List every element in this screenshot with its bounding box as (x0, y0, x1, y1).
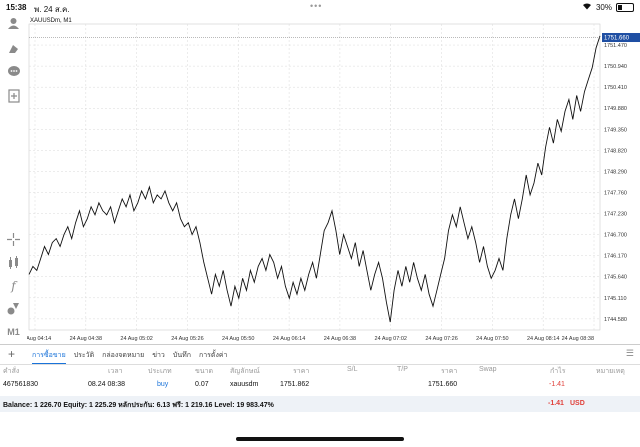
total-profit: -1.41 (548, 400, 564, 407)
battery-percent: 30% (595, 2, 612, 12)
col-current-price: ราคา (441, 368, 458, 375)
multitask-dots-icon[interactable]: ••• (310, 1, 323, 11)
add-icon[interactable]: + (8, 347, 16, 361)
x-tick-label: 24 Aug 04:38 (70, 336, 102, 342)
y-tick-label: 1750.940 (604, 64, 627, 70)
x-tick-label: 24 Aug 04:14 (27, 336, 51, 342)
order-id: 467561830 (3, 381, 39, 388)
y-tick-label: 1746.170 (604, 254, 627, 260)
x-tick-label: 24 Aug 05:26 (171, 336, 203, 342)
col-profit: กำไร (550, 368, 566, 375)
col-swap: Swap (479, 366, 497, 373)
y-tick-label: 1744.580 (604, 317, 627, 323)
order-profit: -1.41 (549, 381, 565, 388)
order-open-price: 1751.862 (280, 381, 310, 388)
col-size: ขนาด (195, 368, 214, 375)
order-time: 08.24 08:38 (88, 381, 125, 388)
y-tick-label: 1745.640 (604, 275, 627, 281)
x-tick-label: 24 Aug 07:50 (476, 336, 508, 342)
y-tick-label: 1750.410 (604, 85, 627, 91)
shape-icon[interactable] (6, 41, 21, 56)
x-tick-label: 24 Aug 08:38 (562, 336, 594, 342)
y-tick-label: 1749.350 (604, 127, 627, 133)
y-tick-label: 1749.880 (604, 106, 627, 112)
order-current-price: 1751.660 (428, 381, 458, 388)
x-tick-label: 24 Aug 05:02 (120, 336, 152, 342)
col-order: คำสั่ง (3, 368, 20, 375)
price-chart[interactable]: 1751.470 1750.940 1750.410 1749.880 1749.350… (19, 14, 640, 344)
status-date: พ. 24 ส.ค. (34, 5, 70, 14)
balance-text: Balance: 1 226.70 Equity: 1 225.29 หลักป… (3, 402, 274, 409)
panel-menu-icon[interactable]: ☰ (625, 348, 634, 358)
function-icon[interactable]: f (11, 278, 16, 293)
col-tp: T/P (397, 366, 408, 373)
trade-table-header: คำสั่ง เวลา ประเภท ขนาด สัญลักษณ์ ราคา S… (0, 366, 640, 378)
symbol-label: XAUUSDm, M1 (30, 18, 72, 24)
y-tick-label: 1748.820 (604, 148, 627, 154)
status-time: 15:38 (6, 3, 27, 12)
y-tick-label: 1751.470 (604, 43, 627, 49)
wifi-icon (582, 2, 592, 12)
account-summary: Balance: 1 226.70 Equity: 1 225.29 หลักป… (0, 396, 640, 412)
chart-toolbar: f M1 (0, 14, 27, 344)
order-type: buy (157, 381, 169, 388)
col-price: ราคา (293, 368, 310, 375)
position-row[interactable]: 467561830 08.24 08:38 buy 0.07 xauusdm 1… (0, 381, 640, 394)
battery-icon (616, 2, 634, 12)
order-size: 0.07 (195, 381, 209, 388)
y-tick-label: 1747.230 (604, 212, 627, 218)
order-symbol: xauusdm (230, 381, 259, 388)
chart-canvas[interactable]: 1751.470 1750.940 1750.410 1749.880 1749.350… (19, 14, 640, 344)
person-icon[interactable] (6, 16, 21, 31)
chat-icon[interactable] (6, 64, 21, 79)
tab-news[interactable]: ข่าว (152, 352, 165, 359)
price-series-line (28, 35, 601, 323)
y-tick-label: 1747.760 (604, 190, 627, 196)
y-tick-label: 1745.110 (604, 296, 627, 302)
current-price-label: 1751.660 (604, 36, 630, 42)
tab-settings[interactable]: การตั้งค่า (198, 352, 228, 359)
timeframe-icon[interactable]: M1 (7, 326, 20, 337)
col-sl: S/L (347, 366, 358, 373)
indicator-icon[interactable] (6, 255, 21, 270)
terminal-tab-bar: + การซื้อขาย ประวัติ กล่องจดหมาย ข่าว บั… (0, 344, 640, 365)
col-time: เวลา (108, 368, 123, 375)
col-type: ประเภท (148, 368, 172, 375)
tab-journal[interactable]: บันทึก (172, 352, 191, 359)
x-tick-label: 24 Aug 08:14 (527, 336, 559, 342)
plot-frame (28, 23, 601, 331)
x-tick-label: 24 Aug 07:02 (375, 336, 407, 342)
x-tick-label: 24 Aug 06:38 (324, 336, 356, 342)
y-tick-label: 1746.700 (604, 233, 627, 239)
home-indicator[interactable] (236, 437, 404, 441)
tab-mailbox[interactable]: กล่องจดหมาย (102, 352, 145, 359)
tab-history[interactable]: ประวัติ (73, 352, 95, 359)
x-tick-label: 24 Aug 06:14 (273, 336, 305, 342)
current-price-tag (602, 33, 640, 43)
account-currency: USD (570, 400, 585, 407)
x-tick-label: 24 Aug 05:50 (222, 336, 254, 342)
col-symbol: สัญลักษณ์ (230, 368, 260, 375)
add-doc-icon[interactable] (6, 88, 21, 103)
col-comment: หมายเหตุ (596, 368, 625, 375)
x-tick-label: 24 Aug 07:26 (425, 336, 457, 342)
y-tick-label: 1748.290 (604, 169, 627, 175)
status-right: 30% (582, 2, 634, 12)
objects-icon[interactable] (6, 301, 21, 316)
crosshair-icon[interactable] (6, 232, 21, 247)
terminal-tabs: การซื้อขาย ประวัติ กล่องจดหมาย ข่าว บันท… (32, 350, 227, 364)
tab-trade[interactable]: การซื้อขาย (32, 350, 66, 364)
status-bar: 15:38 พ. 24 ส.ค. ••• 30% (0, 0, 640, 14)
